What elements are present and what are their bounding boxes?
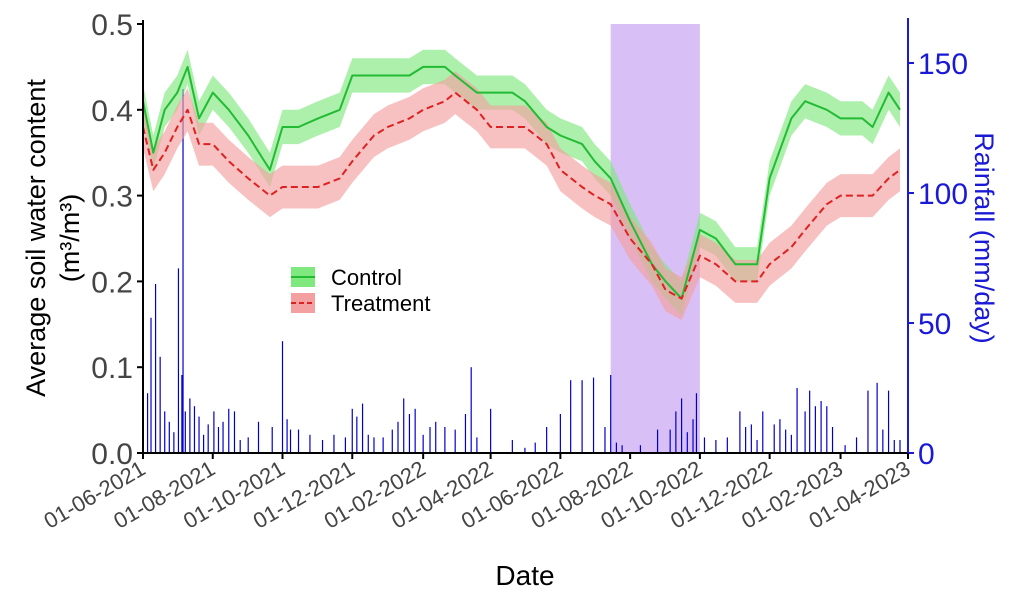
- legend-control-label: Control: [331, 265, 402, 290]
- rainfall-layer: [146, 89, 901, 453]
- y-tick-label: 0.0: [91, 438, 133, 471]
- confidence-band-layer: [143, 49, 900, 320]
- y-tick-label: 0.1: [91, 352, 133, 385]
- control-line: [142, 65, 901, 300]
- y2-axis-label: Rainfall (mm/day): [969, 132, 999, 344]
- y2-tick-label: 150: [918, 48, 968, 81]
- y-axis-label-line-2: (m³/m³): [55, 194, 85, 282]
- y-axis-label-line-1: Average soil water content: [21, 79, 51, 397]
- y-tick-label: 0.4: [91, 95, 133, 128]
- series-line-layer: [142, 65, 901, 300]
- treatment-line: [142, 91, 901, 300]
- y2-tick-label: 100: [918, 178, 968, 211]
- y2-tick-label: 50: [918, 308, 951, 341]
- y-tick-label: 0.5: [91, 9, 133, 42]
- y2-tick-label: 0: [918, 438, 935, 471]
- y-tick-label: 0.3: [91, 181, 133, 214]
- legend-treatment-label: Treatment: [331, 291, 430, 316]
- treatment-band: [143, 71, 900, 320]
- x-axis-label: Date: [495, 560, 554, 591]
- y-tick-label: 0.2: [91, 266, 133, 299]
- legend: Control Treatment: [291, 265, 430, 316]
